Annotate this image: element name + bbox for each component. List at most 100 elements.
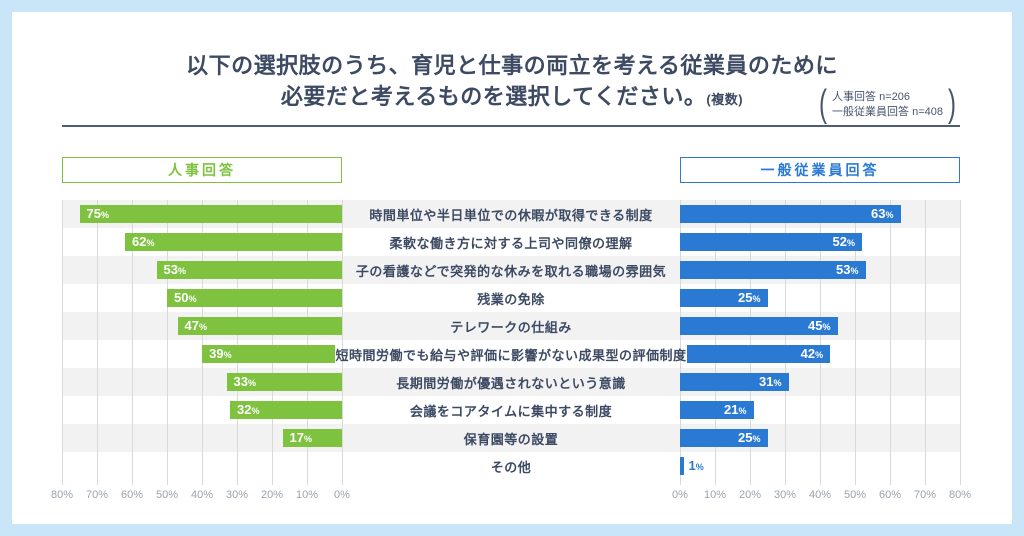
- hr-bar-cell: [62, 452, 342, 480]
- category-label: 長期間労働が優遇されないという意識: [396, 375, 626, 391]
- employee-bar-value: 53%: [836, 261, 859, 277]
- percent-sign: %: [100, 209, 109, 220]
- category-label: 柔軟な働き方に対する上司や同僚の理解: [389, 235, 633, 251]
- percent-sign: %: [752, 293, 761, 304]
- employee-bar-value: 52%: [832, 233, 855, 249]
- axis-tick-label: 10%: [295, 489, 319, 501]
- employee-bar-value: 63%: [871, 205, 894, 221]
- right-axis: 0% 10% 20% 30% 40% 50% 60% 70% 80%: [672, 489, 971, 503]
- employee-bar: 45%: [680, 317, 838, 335]
- employee-bar-value: 45%: [808, 317, 831, 333]
- chart-row: 32% 会議をコアタイムに集中する制度 21%: [62, 396, 960, 424]
- employee-bar: 31%: [680, 373, 789, 391]
- percent-sign: %: [738, 405, 747, 416]
- category-label: テレワークの仕組み: [450, 319, 572, 335]
- percent-sign: %: [815, 349, 824, 360]
- hr-bar-cell: 53%: [62, 256, 342, 284]
- percent-sign: %: [885, 209, 894, 220]
- chart-title-line2-text: 必要だと考えるものを選択してください。: [280, 84, 707, 109]
- hr-bar: 62%: [125, 233, 342, 251]
- gridline: [167, 200, 168, 485]
- percent-sign: %: [251, 405, 260, 416]
- axis-tick-label: 0%: [672, 489, 688, 501]
- axis-row: 80% 70% 60% 50% 40% 30% 20% 10% 0% 0% 10% 20% 30% 40…: [51, 480, 971, 506]
- employee-bar-value: 1%: [688, 457, 704, 473]
- header-divider: [62, 125, 960, 127]
- chart-row: 50% 残業の免除 25%: [62, 284, 960, 312]
- percent-sign: %: [303, 433, 312, 444]
- axis-tick-label: 80%: [50, 489, 74, 501]
- chart-row: 75% 時間単位や半日単位での休暇が取得できる制度 63%: [62, 200, 960, 228]
- sample-size-note: ( 人事回答 n=206 一般従業員回答 n=408 ): [819, 83, 956, 126]
- right-gridlines: [680, 200, 961, 485]
- employee-bar: 63%: [680, 205, 901, 223]
- category-label: 保育園等の設置: [463, 431, 559, 447]
- category-label: 短時間労働でも給与や評価に影響がない成果型の評価制度: [335, 347, 687, 363]
- employee-bar: 53%: [680, 261, 866, 279]
- gridline: [97, 200, 98, 485]
- percent-sign: %: [850, 265, 859, 276]
- employee-bar: [680, 457, 684, 475]
- percent-sign: %: [198, 321, 207, 332]
- gridline: [890, 200, 891, 485]
- hr-bar-value: 33%: [233, 373, 256, 389]
- percent-sign: %: [822, 321, 831, 332]
- hr-bar-value: 39%: [209, 345, 232, 361]
- hr-bar-cell: 33%: [62, 368, 342, 396]
- hr-bar-value: 75%: [86, 205, 109, 221]
- gridline: [750, 200, 751, 485]
- hr-bar-value: 62%: [132, 233, 155, 249]
- employee-legend-badge: 一般従業員回答: [680, 157, 960, 183]
- axis-tick-label: 50%: [843, 489, 867, 501]
- chart-row: 17% 保育園等の設置 25%: [62, 424, 960, 452]
- employee-bar-cell: 25%: [680, 424, 960, 452]
- hr-bar: 53%: [156, 261, 342, 279]
- employee-bar-value: 31%: [759, 373, 782, 389]
- chart-row: 53% 子の看護などで突発的な休みを取れる職場の雰囲気 53%: [62, 256, 960, 284]
- legend-row: 人事回答 一般従業員回答: [12, 157, 1012, 183]
- gridline: [925, 200, 926, 485]
- chart-row: その他 1%: [62, 452, 960, 480]
- hr-bar-cell: 50%: [62, 284, 342, 312]
- chart-row: 47% テレワークの仕組み 45%: [62, 312, 960, 340]
- left-gridlines: [62, 200, 343, 485]
- percent-sign: %: [146, 237, 155, 248]
- butterfly-chart: 75% 時間単位や半日単位での休暇が取得できる制度 63% 62% 柔軟な働き方に対する…: [12, 200, 1012, 506]
- percent-sign: %: [752, 433, 761, 444]
- employee-bar-cell: 42%: [686, 340, 960, 368]
- category-label: 子の看護などで突発的な休みを取れる職場の雰囲気: [355, 263, 667, 279]
- employee-bar-cell: 25%: [680, 284, 960, 312]
- note-line-employee: 一般従業員回答 n=408: [832, 106, 943, 118]
- hr-bar-cell: 47%: [62, 312, 342, 340]
- axis-tick-label: 50%: [155, 489, 179, 501]
- axis-tick-label: 30%: [225, 489, 249, 501]
- title-block: 以下の選択肢のうち、育児と仕事の両立を考える従業員のために 必要だと考えるものを…: [12, 12, 1012, 126]
- gridline: [960, 200, 961, 485]
- hr-legend-badge: 人事回答: [62, 157, 342, 183]
- axis-tick-label: 40%: [808, 489, 832, 501]
- percent-sign: %: [223, 349, 232, 360]
- percent-sign: %: [846, 237, 855, 248]
- axis-tick-label: 20%: [260, 489, 284, 501]
- hr-bar: 50%: [167, 289, 342, 307]
- note-paren-close: ): [948, 82, 956, 126]
- employee-bar-cell: 45%: [680, 312, 960, 340]
- chart-row: 39% 短時間労働でも給与や評価に影響がない成果型の評価制度 42%: [62, 340, 960, 368]
- employee-bar: 52%: [680, 233, 862, 251]
- left-axis: 80% 70% 60% 50% 40% 30% 20% 10% 0%: [51, 489, 350, 503]
- axis-tick-label: 10%: [703, 489, 727, 501]
- hr-bar: 33%: [226, 373, 342, 391]
- employee-bar: 25%: [680, 429, 768, 447]
- employee-bar-cell: 52%: [680, 228, 960, 256]
- employee-bar-cell: 53%: [680, 256, 960, 284]
- axis-tick-label: 60%: [120, 489, 144, 501]
- percent-sign: %: [773, 377, 782, 388]
- gridline: [855, 200, 856, 485]
- percent-sign: %: [695, 461, 704, 472]
- percent-sign: %: [247, 377, 256, 388]
- hr-bar: 32%: [230, 401, 342, 419]
- hr-bar: 39%: [202, 345, 336, 363]
- employee-bar-cell: 1%: [680, 452, 960, 480]
- employee-bar-value: 21%: [724, 401, 747, 417]
- gridline: [307, 200, 308, 485]
